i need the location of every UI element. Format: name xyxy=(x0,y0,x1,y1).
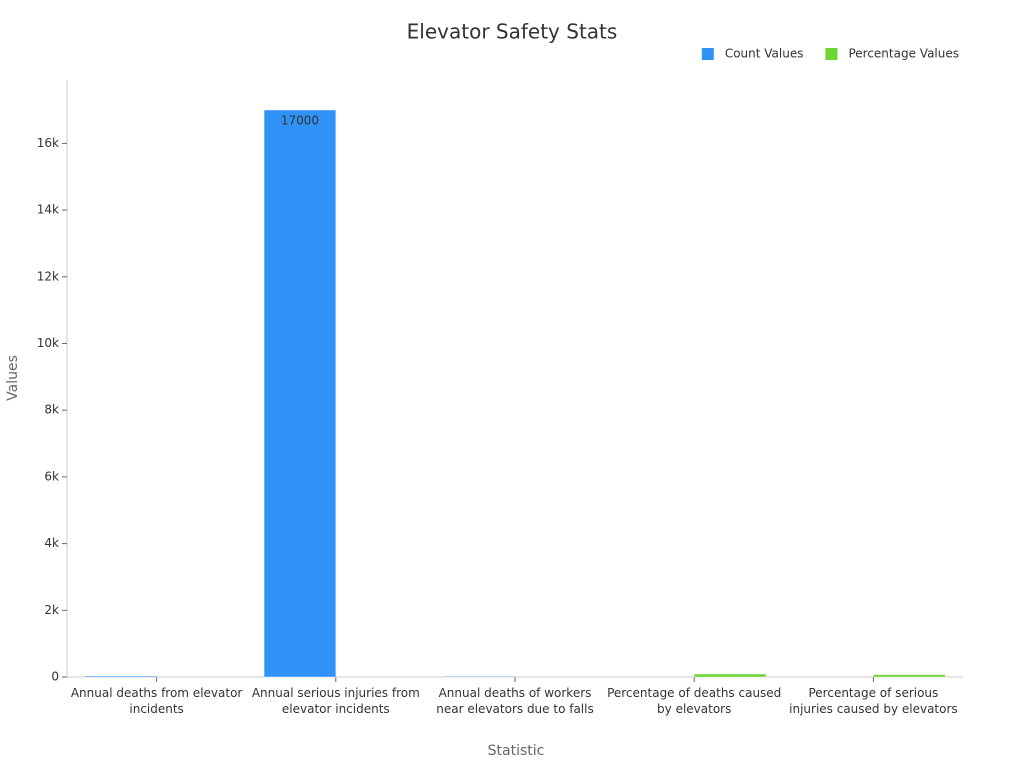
y-tick-label: 4k xyxy=(44,536,59,550)
legend-label: Count Values xyxy=(725,47,804,61)
y-tick-label: 12k xyxy=(37,269,59,283)
y-tick-label: 2k xyxy=(44,603,59,617)
legend-label: Percentage Values xyxy=(848,47,959,61)
bar xyxy=(872,674,946,678)
y-tick-label: 16k xyxy=(37,136,59,150)
y-tick-label: 0 xyxy=(51,670,59,684)
bar xyxy=(442,675,516,678)
y-tick-label: 6k xyxy=(44,469,59,483)
bar xyxy=(693,673,767,678)
x-tick-label: Annual deaths from elevator incidents xyxy=(71,686,243,716)
x-tick-label: Annual deaths of workers near elevators d… xyxy=(436,686,593,716)
data-label: 17000 xyxy=(281,114,319,128)
y-tick-label: 14k xyxy=(37,203,59,217)
bar xyxy=(263,109,337,678)
chart-title: Elevator Safety Stats xyxy=(407,20,618,44)
x-tick-label: Annual serious injuries from elevator inc… xyxy=(252,686,420,716)
bar xyxy=(84,675,158,678)
y-axis-label: Values xyxy=(5,355,21,401)
y-tick-label: 8k xyxy=(44,403,59,417)
x-tick-label: Percentage of serious injuries caused by … xyxy=(789,686,958,716)
legend-swatch xyxy=(701,48,714,60)
x-axis-label: Statistic xyxy=(488,743,545,759)
y-tick-label: 10k xyxy=(37,336,59,350)
legend-swatch xyxy=(825,48,838,60)
x-tick-label: Percentage of deaths caused by elevators xyxy=(607,686,781,716)
